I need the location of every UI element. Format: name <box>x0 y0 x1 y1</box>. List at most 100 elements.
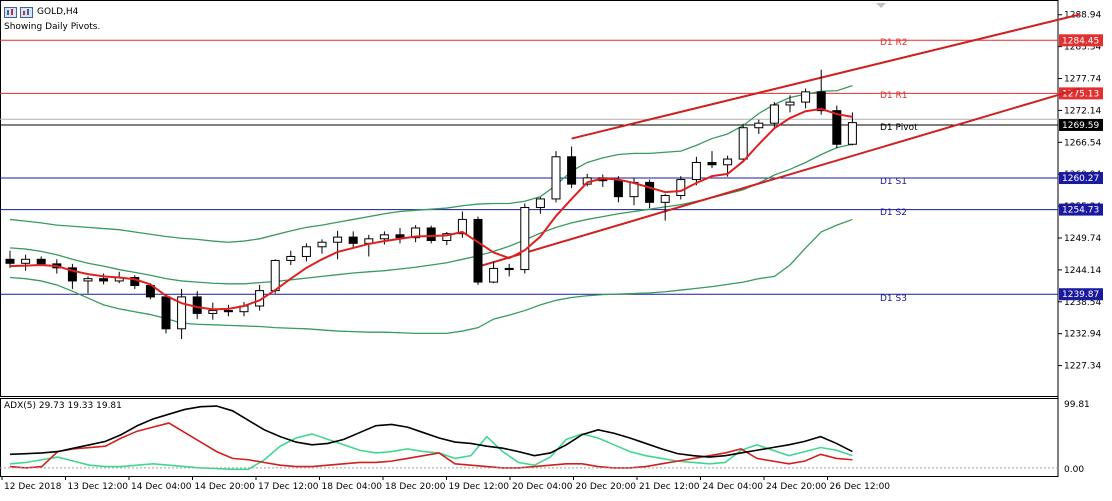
time-tick-label: 18 Dec 04:00 <box>322 482 383 492</box>
pivot-r2-label: D1 R2 <box>880 38 908 48</box>
price-tick-label: 1288.94 <box>1064 11 1101 21</box>
pivot-r1-label: D1 R1 <box>880 91 908 101</box>
pivot-r1-value: 1275.13 <box>1062 89 1099 99</box>
price-tick-label: 1244.14 <box>1064 266 1101 276</box>
adx-main-line <box>9 405 853 458</box>
bollinger-upper <box>9 84 853 243</box>
candle-body <box>738 127 748 160</box>
pivot-r1-tag <box>1059 87 1103 100</box>
candle-body <box>847 122 857 145</box>
time-tick-label: 20 Dec 04:00 <box>512 482 573 492</box>
candle-body <box>5 258 15 264</box>
time-tick-label: 12 Dec 2018 <box>4 482 62 492</box>
adx-plus-di-line <box>9 433 853 471</box>
candle-body <box>83 278 93 282</box>
pivot-s1-tag <box>1059 172 1103 185</box>
pivot-pp-label: D1 Pivot <box>880 123 918 133</box>
candle-body <box>504 267 514 271</box>
adx-scale-bottom: 0.00 <box>1064 465 1084 475</box>
price-tick-label: 1272.14 <box>1064 106 1101 116</box>
bollinger-lower <box>9 218 853 334</box>
candle-body <box>457 218 467 235</box>
price-tick-label: 1249.74 <box>1064 234 1101 244</box>
candle-body <box>520 206 530 271</box>
price-tick-label: 1227.34 <box>1064 362 1101 372</box>
chart-icon <box>4 6 33 18</box>
price-tick-label: 1238.54 <box>1064 298 1101 308</box>
pivot-pp-tag <box>1059 118 1103 131</box>
time-tick-label: 14 Dec 20:00 <box>195 482 256 492</box>
time-tick-label: 13 Dec 12:00 <box>68 482 129 492</box>
candle-body <box>723 158 733 166</box>
candle-body <box>785 101 795 106</box>
pivot-s2-tag <box>1059 203 1103 216</box>
time-tick-label: 14 Dec 04:00 <box>131 482 192 492</box>
candle-body <box>645 181 655 203</box>
candle-body <box>99 278 109 282</box>
candle-body <box>676 179 686 197</box>
time-tick-label: 24 Dec 04:00 <box>703 482 764 492</box>
chart-header: GOLD,H4 <box>4 6 78 18</box>
candle-body <box>333 236 343 243</box>
pivot-s1-value: 1260.27 <box>1062 174 1099 184</box>
trendline-upper <box>571 13 1081 140</box>
candle-body <box>67 267 77 282</box>
pivot-pp-value: 1269.59 <box>1062 121 1099 131</box>
price-tick-label: 1232.94 <box>1064 330 1101 340</box>
candle-body <box>769 104 779 124</box>
candle-body <box>177 296 187 330</box>
price-tick-label: 1266.54 <box>1064 138 1101 148</box>
candle-body <box>801 91 811 103</box>
candle-body <box>161 296 171 330</box>
candle-body <box>411 227 421 239</box>
candle-body <box>223 310 233 313</box>
candle-body <box>660 195 670 203</box>
chart-shift-marker <box>876 3 886 8</box>
candle-body <box>192 296 202 314</box>
pivot-r2-tag <box>1059 34 1103 47</box>
time-tick-label: 26 Dec 12:00 <box>830 482 891 492</box>
candle-body <box>348 236 358 244</box>
pivot-s3-value: 1239.87 <box>1062 290 1099 300</box>
candle-body <box>691 161 701 181</box>
candle-body <box>613 180 623 198</box>
candle-body <box>473 218 483 283</box>
candle-body <box>208 310 218 314</box>
time-tick-label: 24 Dec 20:00 <box>766 482 827 492</box>
adx-indicator-label: ADX(5) 29.73 19.33 19.81 <box>4 401 122 411</box>
candle-body <box>754 122 764 129</box>
candle-body <box>426 227 436 242</box>
symbol-label: GOLD,H4 <box>37 6 79 17</box>
moving-average <box>9 107 853 311</box>
adx-scale-top: 99.81 <box>1064 400 1090 410</box>
time-tick-label: 18 Dec 20:00 <box>385 482 446 492</box>
candle-body <box>535 198 545 208</box>
pivot-s2-value: 1254.73 <box>1062 206 1099 216</box>
pivot-r2-value: 1284.45 <box>1062 36 1099 46</box>
time-tick-label: 19 Dec 12:00 <box>449 482 510 492</box>
price-tick-label: 1277.74 <box>1064 75 1101 85</box>
candle-body <box>21 258 31 264</box>
pivot-s3-tag <box>1059 288 1103 301</box>
pivot-info-text: Showing Daily Pivots. <box>4 22 101 32</box>
candle-body <box>707 161 717 166</box>
pivot-s3-label: D1 S3 <box>880 294 907 304</box>
main-plot-frame <box>0 0 1059 397</box>
trendline-lower <box>477 87 1081 268</box>
pivot-s2-label: D1 S2 <box>880 208 907 218</box>
candle-body <box>36 258 46 265</box>
candle-body <box>286 255 296 261</box>
candle-body <box>442 233 452 242</box>
candle-body <box>270 259 280 292</box>
price-tick-label: 1283.34 <box>1064 43 1101 53</box>
candle-body <box>317 241 327 248</box>
candle-body <box>379 234 389 240</box>
time-tick-label: 21 Dec 12:00 <box>639 482 700 492</box>
candle-body <box>816 91 826 112</box>
time-tick-label: 17 Dec 12:00 <box>258 482 319 492</box>
candle-body <box>567 156 577 185</box>
candle-body <box>489 267 499 283</box>
candle-body <box>395 234 405 239</box>
